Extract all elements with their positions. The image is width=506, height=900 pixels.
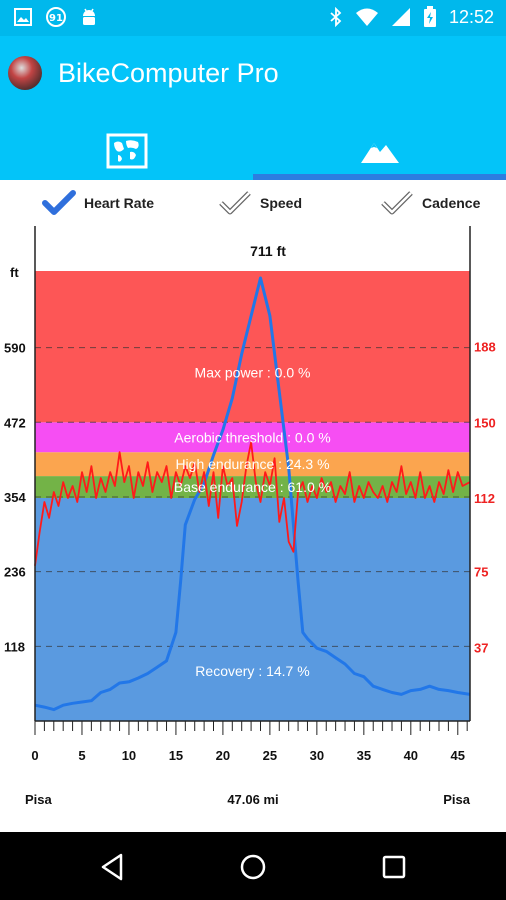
checkmark-unchecked-icon xyxy=(219,191,251,215)
x-tick-label: 5 xyxy=(78,748,85,763)
zone-band-recovery xyxy=(35,497,470,721)
left-tick-label: 354 xyxy=(4,490,26,505)
x-tick-label: 20 xyxy=(216,748,230,763)
legend-speed[interactable]: Speed xyxy=(218,190,302,216)
x-tick-label: 45 xyxy=(451,748,465,763)
left-tick-label: 590 xyxy=(4,341,26,356)
legend-cadence-label: Cadence xyxy=(422,195,481,211)
legend-heart-rate[interactable]: Heart Rate xyxy=(42,190,154,216)
right-tick-label: 75 xyxy=(474,565,488,580)
checkmark-unchecked-icon xyxy=(381,191,413,215)
x-tick-label: 15 xyxy=(169,748,183,763)
app-title: BikeComputer Pro xyxy=(58,58,279,88)
wifi-icon xyxy=(355,8,378,26)
left-tick-label: 118 xyxy=(4,639,25,654)
zone-label-aerobic-threshold: Aerobic threshold : 0.0 % xyxy=(174,429,330,445)
tab-map[interactable] xyxy=(0,121,253,180)
legend-speed-label: Speed xyxy=(260,195,303,211)
start-location-label: Pisa xyxy=(25,792,53,807)
zone-label-max-power: Max power : 0.0 % xyxy=(195,365,311,381)
home-circle-icon xyxy=(240,854,266,880)
app-bar: BikeComputer Pro xyxy=(0,36,506,180)
zone-label-base-endurance: Base endurance : 61.0 % xyxy=(174,479,331,495)
back-button[interactable] xyxy=(97,852,127,882)
heart-rate-line xyxy=(34,441,471,566)
right-tick-label: 188 xyxy=(474,340,496,355)
x-tick-label: 25 xyxy=(263,748,277,763)
total-distance-label: 47.06 mi xyxy=(227,792,278,807)
badge-91-icon: 91 xyxy=(46,7,66,27)
x-tick-label: 30 xyxy=(310,748,324,763)
left-axis-unit: ft xyxy=(10,265,19,280)
zone-label-high-endurance: High endurance : 24.3 % xyxy=(175,456,329,472)
status-bar: 91 12:52 xyxy=(0,0,506,36)
checkmark-checked-icon xyxy=(42,190,76,215)
elevation-heart-rate-chart[interactable]: Recovery : 14.7 % Base endurance : 61.0 %… xyxy=(0,226,506,826)
signal-icon xyxy=(391,8,410,26)
recents-button[interactable] xyxy=(379,852,409,882)
right-tick-label: 112 xyxy=(474,491,495,506)
right-tick-label: 150 xyxy=(474,415,496,430)
legend-heart-rate-label: Heart Rate xyxy=(84,195,155,211)
right-tick-label: 37 xyxy=(474,640,488,655)
android-icon xyxy=(83,8,95,25)
image-icon xyxy=(14,8,32,26)
recents-square-icon xyxy=(382,855,406,879)
left-tick-label: 472 xyxy=(4,415,26,430)
x-tick-label: 10 xyxy=(122,748,136,763)
x-tick-label: 0 xyxy=(31,748,38,763)
map-icon xyxy=(106,133,147,168)
clock: 12:52 xyxy=(448,6,494,27)
elevation-line xyxy=(34,276,471,712)
peak-elevation-label: 711 ft xyxy=(250,243,286,259)
zone-band-high-endurance xyxy=(35,452,470,477)
selected-tab-indicator xyxy=(253,174,506,180)
x-tick-label: 40 xyxy=(404,748,418,763)
home-button[interactable] xyxy=(238,852,268,882)
navigation-bar xyxy=(0,832,506,900)
bluetooth-icon xyxy=(330,7,342,27)
left-tick-label: 236 xyxy=(4,565,26,580)
legend-cadence[interactable]: Cadence xyxy=(380,190,480,216)
x-tick-label: 35 xyxy=(357,748,371,763)
mountain-icon xyxy=(360,142,399,163)
app-logo-icon xyxy=(8,56,42,90)
back-triangle-icon xyxy=(101,853,123,881)
zone-label-recovery: Recovery : 14.7 % xyxy=(195,663,309,679)
end-location-label: Pisa xyxy=(443,792,471,807)
zone-band-max-power xyxy=(35,271,470,423)
tab-elevation[interactable] xyxy=(253,121,506,180)
battery-icon xyxy=(423,6,436,27)
legend: Heart Rate Speed Cadence xyxy=(0,182,506,226)
